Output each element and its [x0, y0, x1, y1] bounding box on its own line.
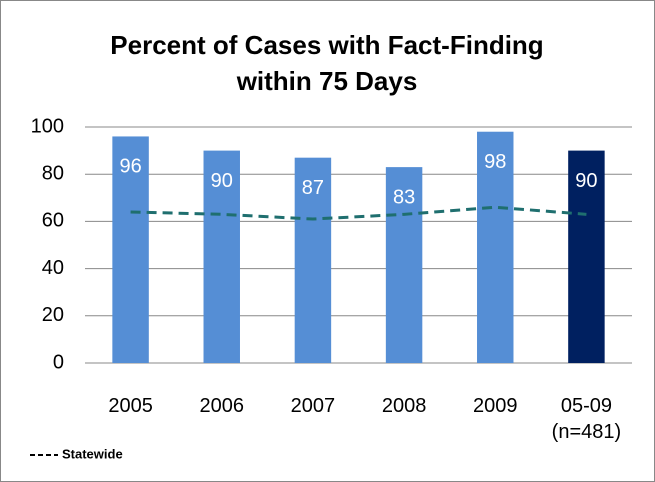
chart-title: within 75 Days [236, 66, 418, 96]
y-tick-label: 20 [42, 304, 64, 326]
y-tick-label: 80 [42, 162, 64, 184]
x-tick-label: 2005 [108, 395, 153, 417]
x-tick-label: 05-09 (n=481) [551, 395, 622, 443]
value-label: 96 [119, 156, 141, 178]
bar [112, 136, 149, 363]
bar [568, 150, 605, 363]
y-tick-label: 100 [31, 115, 64, 137]
y-tick-label: 60 [42, 210, 64, 232]
value-label: 87 [302, 177, 324, 199]
bar [203, 150, 240, 363]
x-tick-label: 2006 [199, 395, 245, 417]
x-tick-label: 2008 [381, 395, 427, 417]
y-tick-label: 0 [53, 351, 64, 373]
value-label: 90 [211, 170, 233, 192]
x-tick-label: 2007 [290, 395, 336, 417]
value-label: 98 [484, 151, 506, 173]
bar [385, 167, 423, 363]
bar [477, 131, 514, 363]
bar [294, 157, 332, 363]
chart-title: Percent of Cases with Fact-Finding [110, 30, 543, 60]
line-series [130, 205, 587, 221]
value-label: 83 [393, 186, 415, 208]
y-tick-label: 40 [42, 257, 64, 279]
value-label: 90 [575, 170, 597, 192]
x-tick-label: 2009 [473, 395, 518, 417]
legend-label: Statewide [62, 446, 123, 461]
